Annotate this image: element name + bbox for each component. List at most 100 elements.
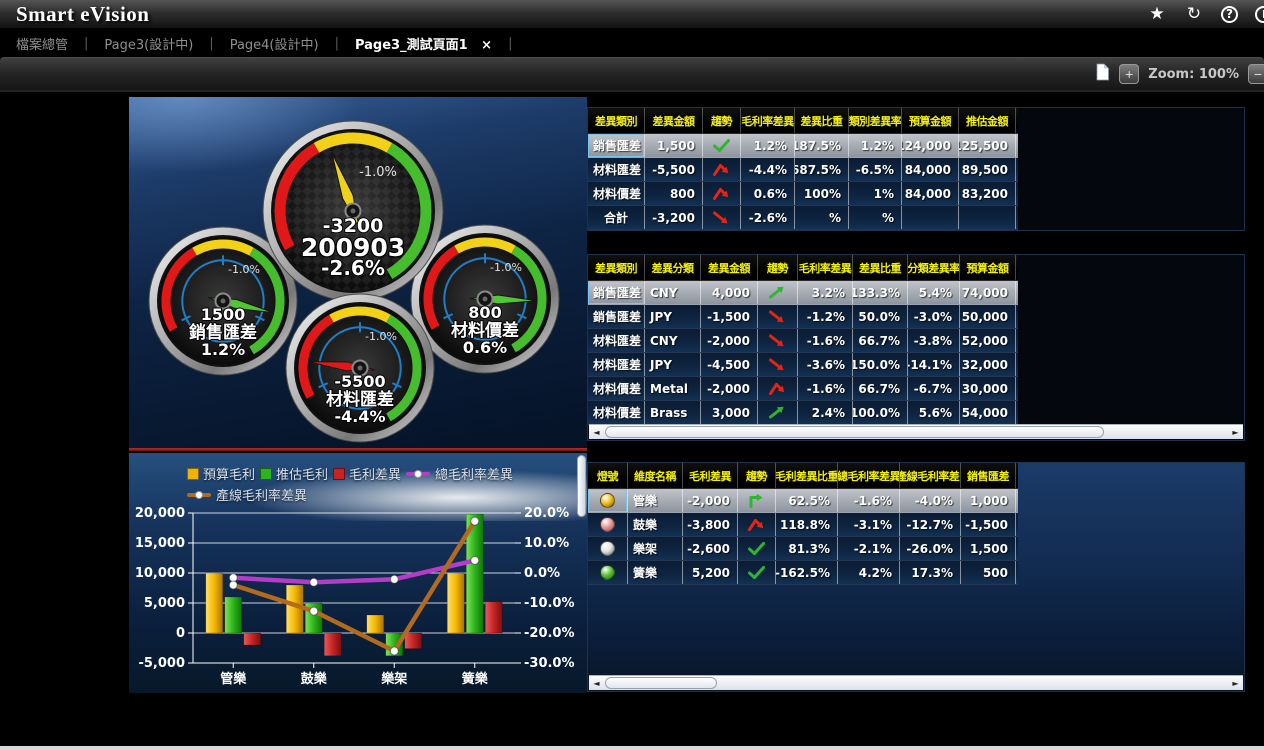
column-header[interactable]: 預算金額 [960,255,1016,280]
table-cell: 800 [645,182,703,205]
table-cell: 1,500 [645,134,703,157]
table-cell: 1,500 [961,537,1016,560]
table-cell: 30,000 [960,377,1016,400]
column-header[interactable]: 類別差異率 [849,108,902,133]
svg-text:銷售匯差: 銷售匯差 [189,322,257,343]
new-page-icon[interactable] [1095,63,1110,85]
legend-bar-swatch [260,467,273,480]
refresh-icon[interactable]: ↻ [1186,4,1202,24]
column-header[interactable]: 推估金額 [959,108,1016,133]
tab-separator: | [334,35,339,51]
chart-vertical-scrollbar[interactable] [577,455,586,691]
column-header[interactable]: 毛利率差異 [741,108,795,133]
column-header[interactable]: 趨勢 [738,463,776,488]
column-header[interactable]: 銷售匯差 [961,463,1016,488]
table-cell: 銷售匯差 [588,305,645,328]
svg-text:鼓樂: 鼓樂 [301,671,328,687]
table-cell: 1.2% [849,134,902,157]
table-cell: -4.4% [741,158,795,181]
horizontal-scrollbar[interactable]: ◄ ► [589,675,1243,690]
table-row[interactable]: 材料價差 Metal -2,000 -1.6% 66.7% -6.7% 30,000 [588,377,1018,401]
column-header[interactable]: 預算金額 [902,108,959,133]
title-bar: Smart eVision ★ ↻ ? [0,0,1264,29]
column-header[interactable]: 產線毛利率差! [900,463,961,488]
table-cell: -4,500 [701,353,758,376]
column-header[interactable]: 毛利差異 [683,463,738,488]
tab-page4-design[interactable]: Page4(設計中) [229,37,319,53]
legend-line-swatch [187,490,211,499]
power-icon[interactable] [1255,5,1264,23]
table-cell: 32,000 [960,353,1016,376]
table-row[interactable]: 樂架 -2,600 81.3% -2.1% -26.0% 1,500 [588,537,1018,561]
tab-close-icon[interactable]: × [481,37,493,53]
trend-red-caret-icon [703,158,741,181]
help-icon[interactable]: ? [1221,5,1238,23]
svg-text:0: 0 [176,626,185,641]
table-cell: -100.0% [853,401,908,424]
column-header[interactable]: 差異金額 [645,108,703,133]
column-header[interactable]: 燈號 [588,463,628,488]
scroll-left-arrow-icon[interactable]: ◄ [593,428,600,437]
tab-separator: | [209,35,214,51]
trend-red-caret-icon [738,513,776,536]
column-header[interactable]: 趨勢 [758,255,798,280]
legend-item: 預算毛利 [187,464,255,483]
table-cell: 83,200 [959,182,1016,205]
column-header[interactable]: 差異比重 [853,255,908,280]
column-header[interactable]: 分類差異率 [908,255,960,280]
table-row[interactable]: 鼓樂 -3,800 118.8% -3.1% -12.7% -1,500 [588,513,1018,537]
column-header[interactable]: 趨勢 [703,108,741,133]
table-row[interactable]: 合計 -3,200 -2.6%%% [588,206,1018,230]
table-cell: -3.8% [908,329,960,352]
status-light-cell [588,489,628,512]
table-cell: 材料匯差 [588,158,645,181]
scroll-left-arrow-icon[interactable]: ◄ [593,679,600,688]
column-header[interactable]: 差異比重 [795,108,849,133]
tab-page3-design[interactable]: Page3(設計中) [104,37,194,53]
profit-chart-panel: 預算毛利 推估毛利 毛利差異 總毛利率差異 產線毛利率差異 -5,000 0 5,000 10… [129,453,587,693]
tab-file-explorer[interactable]: 檔案總管 [16,37,69,53]
column-header[interactable]: 差異金額 [701,255,758,280]
horizontal-scrollbar[interactable]: ◄ ► [589,424,1243,439]
svg-text:0.6%: 0.6% [463,338,507,357]
table-row[interactable]: 材料匯差 JPY -4,500 -3.6% 150.0% -14.1% 32,000 [588,353,1018,377]
scroll-right-arrow-icon[interactable]: ► [1232,679,1239,688]
column-header[interactable]: 差異類別 [588,108,645,133]
column-header[interactable]: 維度名稱 [628,463,683,488]
scroll-right-arrow-icon[interactable]: ► [1232,428,1239,437]
table-row[interactable]: 管樂 -2,000 62.5% -1.6% -4.0% 1,000 [588,489,1018,513]
table-row[interactable]: 簧樂 5,200 -162.5% 4.2% 17.3% 500 [588,561,1018,585]
table-cell: -3.6% [798,353,853,376]
column-header[interactable]: 毛利率差異 [798,255,853,280]
table-row[interactable]: 銷售匯差 JPY -1,500 -1.2% 50.0% -3.0% 50,000 [588,305,1018,329]
column-header[interactable]: 差異分類 [645,255,701,280]
table-row[interactable]: 材料匯差 CNY -2,000 -1.6% 66.7% -3.8% 52,000 [588,329,1018,353]
legend-label: 預算毛利 [203,468,256,483]
status-light-white-icon [600,541,615,556]
scrollbar-thumb[interactable] [577,455,586,517]
trend-red-down-icon [758,353,798,376]
scrollbar-thumb[interactable] [605,677,718,689]
table-cell: 50,000 [960,305,1016,328]
table-cell: 管樂 [628,489,683,512]
table-row[interactable]: 材料價差 800 0.6% 100% 1% 84,000 83,200 [588,182,1018,206]
tab-page3-test-active[interactable]: Page3_測試頁面1 × [345,34,502,53]
favorite-star-icon[interactable]: ★ [1149,4,1165,24]
svg-text:-5500: -5500 [334,372,385,391]
column-header[interactable]: 毛利差異比重 [776,463,838,488]
toolbar: + Zoom: 100% − [0,57,1264,90]
legend-line-swatch [406,469,431,478]
app-title: Smart eVision [16,2,150,26]
column-header[interactable]: 總毛利率差異 [838,463,900,488]
scrollbar-thumb[interactable] [605,426,1105,438]
svg-text:20,000: 20,000 [135,506,185,521]
zoom-in-button[interactable]: + [1119,64,1140,84]
zoom-out-button[interactable]: − [1248,64,1264,84]
column-header[interactable]: 差異類別 [588,255,645,280]
